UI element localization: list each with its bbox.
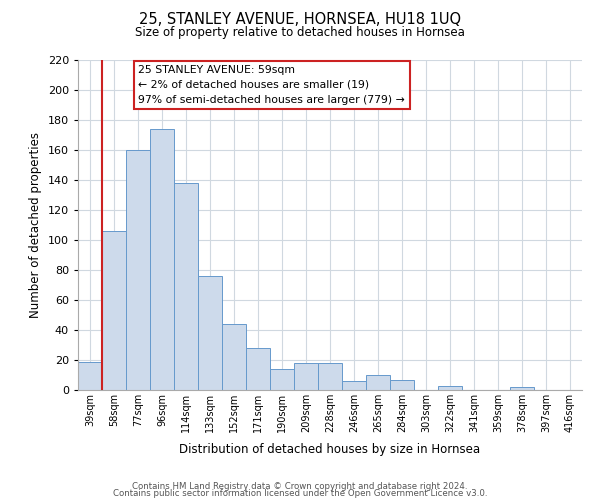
- Bar: [102, 231, 126, 390]
- Bar: [198, 276, 222, 390]
- Text: Contains public sector information licensed under the Open Government Licence v3: Contains public sector information licen…: [113, 490, 487, 498]
- Bar: [246, 348, 270, 390]
- Bar: [270, 369, 294, 390]
- Bar: [222, 324, 246, 390]
- Text: 25, STANLEY AVENUE, HORNSEA, HU18 1UQ: 25, STANLEY AVENUE, HORNSEA, HU18 1UQ: [139, 12, 461, 28]
- X-axis label: Distribution of detached houses by size in Hornsea: Distribution of detached houses by size …: [179, 444, 481, 456]
- Bar: [366, 375, 390, 390]
- Bar: [390, 380, 414, 390]
- Bar: [318, 363, 342, 390]
- Bar: [150, 129, 174, 390]
- Bar: [78, 362, 102, 390]
- Bar: [294, 363, 318, 390]
- Text: Size of property relative to detached houses in Hornsea: Size of property relative to detached ho…: [135, 26, 465, 39]
- Bar: [342, 381, 366, 390]
- Bar: [510, 387, 534, 390]
- Y-axis label: Number of detached properties: Number of detached properties: [29, 132, 42, 318]
- Bar: [126, 150, 150, 390]
- Bar: [174, 183, 198, 390]
- Text: 25 STANLEY AVENUE: 59sqm
← 2% of detached houses are smaller (19)
97% of semi-de: 25 STANLEY AVENUE: 59sqm ← 2% of detache…: [139, 65, 405, 104]
- Bar: [438, 386, 462, 390]
- Text: Contains HM Land Registry data © Crown copyright and database right 2024.: Contains HM Land Registry data © Crown c…: [132, 482, 468, 491]
